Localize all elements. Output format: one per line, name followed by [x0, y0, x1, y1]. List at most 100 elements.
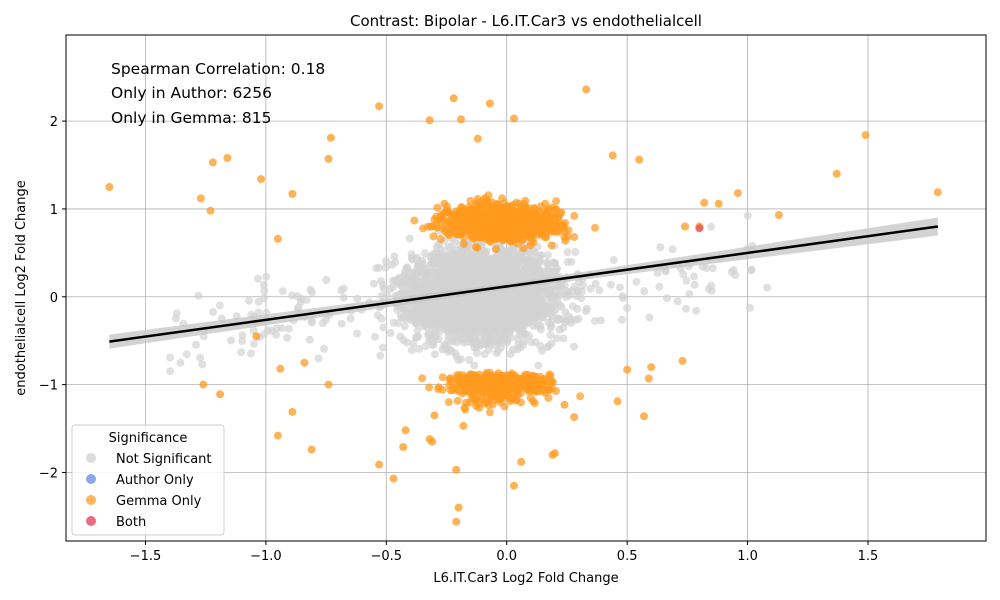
- point-not-significant: [481, 263, 490, 272]
- point-not-significant: [277, 324, 286, 333]
- point-not-significant: [474, 255, 483, 264]
- point-not-significant: [487, 337, 496, 346]
- point-not-significant: [485, 270, 494, 279]
- point-not-significant: [577, 294, 586, 303]
- point-not-significant: [682, 276, 691, 285]
- y-tick-label: −2: [39, 466, 58, 481]
- point-gemma-only: [529, 372, 538, 381]
- annotation-gemma-only: Only in Gemma: 815: [111, 109, 271, 127]
- point-not-significant: [743, 211, 752, 220]
- point-gemma-only: [480, 203, 489, 212]
- point-not-significant: [320, 344, 329, 353]
- point-not-significant: [485, 301, 494, 310]
- point-not-significant: [552, 334, 561, 343]
- point-not-significant: [498, 323, 507, 332]
- point-not-significant: [460, 274, 469, 283]
- point-gemma-only: [516, 213, 525, 222]
- point-not-significant: [198, 360, 207, 369]
- point-gemma-only: [507, 235, 516, 244]
- legend-marker: [86, 495, 96, 505]
- point-gemma-only: [453, 396, 462, 405]
- regression-line: [109, 225, 939, 343]
- point-gemma-only: [517, 206, 526, 215]
- point-not-significant: [194, 291, 203, 300]
- point-not-significant: [528, 271, 537, 280]
- point-not-significant: [397, 313, 406, 322]
- y-tick-label: 2: [50, 115, 58, 130]
- point-gemma-only: [485, 408, 494, 417]
- point-gemma-only: [635, 155, 644, 164]
- point-gemma-only: [419, 224, 427, 233]
- point-gemma-only: [517, 374, 526, 383]
- point-gemma-only: [399, 443, 408, 451]
- point-not-significant: [561, 308, 570, 317]
- legend-entry-label: Author Only: [116, 473, 194, 488]
- point-not-significant: [249, 339, 258, 348]
- point-gemma-only: [451, 222, 460, 231]
- point-not-significant: [505, 288, 514, 297]
- point-not-significant: [403, 338, 411, 347]
- point-gemma-only: [502, 231, 511, 240]
- point-not-significant: [413, 326, 422, 335]
- point-not-significant: [471, 340, 480, 348]
- point-not-significant: [470, 361, 479, 370]
- point-gemma-only: [498, 194, 507, 203]
- point-not-significant: [441, 269, 450, 277]
- point-not-significant: [685, 290, 694, 299]
- point-both: [695, 224, 704, 233]
- point-not-significant: [517, 324, 526, 332]
- point-gemma-only: [389, 474, 398, 483]
- point-gemma-only: [473, 221, 482, 230]
- point-gemma-only: [324, 380, 333, 389]
- point-not-significant: [568, 286, 576, 295]
- point-not-significant: [496, 261, 505, 270]
- point-gemma-only: [560, 400, 569, 409]
- point-gemma-only: [582, 85, 591, 94]
- point-gemma-only: [459, 233, 468, 242]
- point-not-significant: [424, 331, 433, 340]
- point-gemma-only: [520, 224, 529, 233]
- legend-marker: [86, 474, 96, 484]
- point-not-significant: [596, 316, 605, 325]
- point-not-significant: [544, 251, 552, 260]
- point-not-significant: [430, 350, 439, 359]
- point-not-significant: [468, 317, 477, 326]
- point-gemma-only: [529, 210, 538, 219]
- point-not-significant: [407, 278, 416, 286]
- point-not-significant: [517, 306, 526, 315]
- point-not-significant: [530, 314, 539, 323]
- point-gemma-only: [502, 391, 511, 400]
- point-not-significant: [373, 311, 382, 320]
- gemma-only-point-cloud: [410, 191, 599, 417]
- point-gemma-only: [537, 218, 546, 227]
- point-not-significant: [655, 282, 664, 291]
- point-gemma-only: [484, 191, 493, 200]
- point-not-significant: [531, 338, 540, 347]
- point-not-significant: [516, 257, 525, 266]
- legend-entry-label: Gemma Only: [116, 494, 202, 509]
- point-not-significant: [369, 279, 378, 288]
- point-gemma-only: [438, 373, 447, 382]
- point-not-significant: [553, 296, 562, 305]
- point-not-significant: [509, 244, 517, 253]
- point-gemma-only: [375, 460, 384, 469]
- legend-marker: [86, 516, 96, 526]
- legend-entry-label: Both: [116, 515, 146, 530]
- point-gemma-only: [465, 398, 474, 407]
- point-not-significant: [493, 346, 502, 355]
- point-gemma-only: [502, 223, 511, 232]
- annotation-author-only: Only in Author: 6256: [111, 84, 272, 102]
- point-not-significant: [407, 250, 416, 259]
- point-not-significant: [405, 234, 414, 243]
- point-not-significant: [294, 303, 303, 312]
- point-not-significant: [473, 274, 482, 283]
- point-gemma-only: [559, 221, 568, 230]
- point-not-significant: [609, 256, 618, 264]
- plot-frame: [65, 34, 987, 542]
- legend-entry-label: Not Significant: [116, 452, 212, 467]
- point-not-significant: [381, 263, 390, 272]
- point-not-significant: [302, 295, 311, 304]
- point-not-significant: [457, 262, 466, 271]
- x-axis-label: L6.IT.Car3 Log2 Fold Change: [433, 571, 618, 586]
- point-not-significant: [484, 309, 493, 318]
